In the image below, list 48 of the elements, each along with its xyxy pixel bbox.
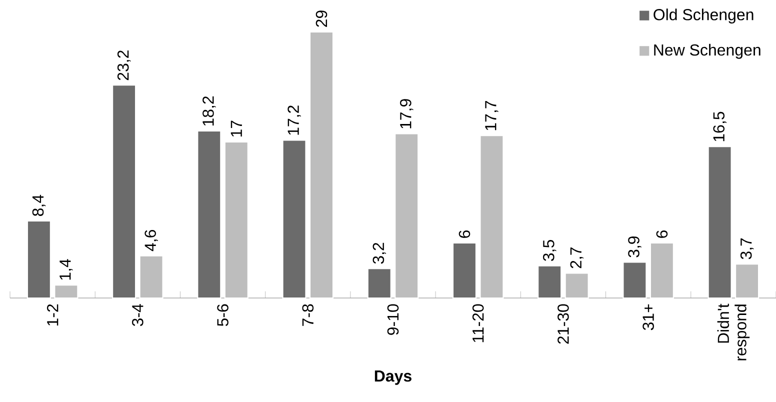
data-label: 16,5 bbox=[713, 112, 726, 142]
bar bbox=[197, 130, 222, 299]
data-label: 4,6 bbox=[144, 230, 158, 252]
data-label: 1,4 bbox=[60, 259, 73, 280]
data-label: 17,7 bbox=[485, 100, 498, 130]
x-tick-label: 1-2 bbox=[46, 304, 58, 326]
bar bbox=[112, 84, 136, 299]
x-tick-label: 9-10 bbox=[387, 304, 399, 335]
x-tick-label: 11-20 bbox=[472, 304, 484, 342]
data-label: 2,7 bbox=[570, 248, 584, 268]
data-label: 18,2 bbox=[202, 96, 216, 126]
x-tick-label: 7-8 bbox=[302, 304, 314, 326]
bar bbox=[538, 265, 562, 299]
data-label: 8,4 bbox=[32, 194, 46, 216]
data-label: 3,5 bbox=[542, 240, 556, 262]
bar bbox=[650, 242, 674, 299]
bar bbox=[480, 135, 504, 299]
data-label: 17 bbox=[230, 120, 242, 137]
bar bbox=[224, 141, 248, 299]
bar bbox=[452, 242, 477, 299]
bar bbox=[622, 262, 647, 299]
bar bbox=[708, 146, 732, 299]
data-label: 3,2 bbox=[372, 242, 386, 264]
x-axis-title: Days bbox=[374, 370, 412, 385]
x-tick-label: 31+ bbox=[642, 304, 654, 330]
data-label: 6 bbox=[656, 230, 668, 238]
bar bbox=[735, 264, 760, 299]
data-label: 3,9 bbox=[628, 236, 642, 258]
data-label: 6 bbox=[458, 230, 470, 238]
x-tick-label: Didn't respond bbox=[717, 304, 750, 360]
data-label: 23,2 bbox=[117, 50, 131, 80]
x-tick-label: 21-30 bbox=[558, 304, 569, 344]
data-label: 3,7 bbox=[740, 238, 754, 260]
x-tick-label: 3-4 bbox=[132, 304, 144, 326]
bar bbox=[139, 255, 164, 299]
data-label: 29 bbox=[316, 10, 328, 27]
bar bbox=[282, 140, 306, 299]
bar bbox=[394, 133, 419, 299]
bar bbox=[564, 272, 589, 299]
x-tick-label: 5-6 bbox=[217, 304, 228, 326]
data-label: 17,2 bbox=[288, 106, 301, 135]
bar bbox=[367, 268, 392, 299]
legend-label: Old Schengen bbox=[654, 8, 754, 24]
legend-label: New Schengen bbox=[654, 44, 760, 59]
bar bbox=[26, 220, 51, 299]
bar bbox=[309, 31, 334, 299]
data-label: 17,9 bbox=[400, 99, 414, 128]
bar bbox=[54, 284, 78, 299]
